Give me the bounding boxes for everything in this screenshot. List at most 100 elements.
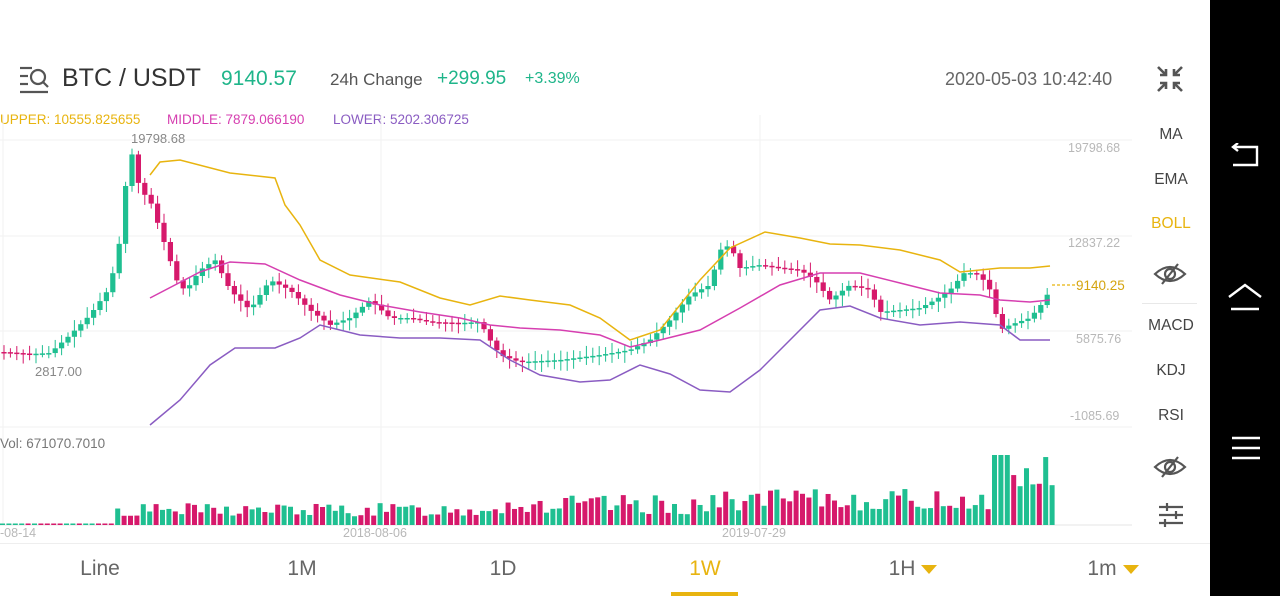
- candle-body: [814, 276, 820, 283]
- pair-title[interactable]: BTC / USDT: [62, 64, 201, 92]
- volume-bar: [115, 508, 121, 525]
- home-icon[interactable]: [1227, 283, 1263, 311]
- candle-body: [507, 356, 513, 359]
- candle-body: [263, 285, 269, 295]
- volume-bar: [896, 495, 901, 525]
- low-price-label: 2817.00: [35, 364, 82, 379]
- volume-bar: [544, 512, 549, 525]
- volume-bar: [537, 500, 543, 525]
- volume-bar: [755, 493, 761, 525]
- volume-bar: [595, 497, 601, 525]
- candle-body: [884, 311, 890, 313]
- candle-body: [993, 289, 999, 314]
- collapse-fullscreen-icon[interactable]: [1155, 64, 1185, 94]
- candle-body: [679, 304, 685, 313]
- candle-body: [558, 359, 564, 362]
- volume-bar: [262, 512, 268, 525]
- candle-body: [545, 360, 551, 363]
- candle-body: [295, 292, 301, 299]
- timeframe-1m-minute-dropdown[interactable]: 1m: [1068, 557, 1158, 581]
- volume-bar: [1043, 457, 1049, 525]
- symbol-list-icon[interactable]: [18, 64, 50, 94]
- volume-bar: [460, 515, 466, 525]
- volume-bar: [428, 514, 434, 525]
- candle-body: [404, 318, 410, 320]
- candle-body: [999, 314, 1005, 329]
- volume-bar: [6, 523, 12, 525]
- volume-bar: [614, 505, 620, 525]
- volume-bar: [249, 509, 255, 525]
- candle-body: [366, 301, 372, 307]
- toggle-sub-indicator-eye-icon[interactable]: [1153, 455, 1187, 479]
- candle-body: [20, 353, 26, 355]
- candle-body: [59, 342, 65, 349]
- timeframe-1h-dropdown[interactable]: 1H: [868, 557, 958, 581]
- volume-bar: [684, 514, 690, 525]
- candle-body: [481, 322, 487, 330]
- indicator-ma[interactable]: MA: [1159, 126, 1183, 143]
- dropdown-caret-icon: [1122, 564, 1139, 574]
- timeframe-1d[interactable]: 1D: [489, 557, 517, 580]
- volume-bar: [947, 505, 953, 525]
- timeframe-1w[interactable]: 1W: [689, 557, 721, 580]
- indicator-macd[interactable]: MACD: [1148, 317, 1194, 334]
- menu-icon[interactable]: [1231, 436, 1261, 460]
- candlestick-chart[interactable]: [0, 105, 1140, 545]
- volume-bar: [729, 499, 735, 525]
- volume-bar: [64, 523, 69, 525]
- candle-body: [750, 266, 756, 268]
- candle-body: [78, 324, 84, 331]
- candle-body: [71, 330, 77, 337]
- candle-body: [961, 273, 967, 281]
- candle-body: [718, 249, 724, 270]
- candle-body: [903, 309, 909, 311]
- volume-bar: [851, 494, 857, 525]
- volume-bar: [1049, 485, 1055, 525]
- candle-body: [871, 289, 877, 300]
- y-axis-label: -1085.69: [1070, 409, 1120, 423]
- candle-body: [302, 298, 308, 305]
- candle-body: [353, 312, 359, 319]
- candle-body: [308, 304, 314, 311]
- volume-bar: [364, 507, 370, 525]
- candle-body: [571, 358, 577, 360]
- volume-bar: [57, 523, 63, 525]
- candle-body: [743, 267, 749, 269]
- candle-body: [615, 351, 621, 354]
- indicator-kdj[interactable]: KDJ: [1156, 362, 1186, 379]
- volume-bar: [409, 505, 415, 525]
- indicator-boll[interactable]: BOLL: [1151, 215, 1191, 232]
- toggle-main-indicator-eye-icon[interactable]: [1153, 262, 1187, 286]
- volume-bar: [998, 455, 1004, 525]
- volume-bar: [288, 506, 293, 525]
- volume-bar: [147, 511, 153, 525]
- candle-body: [878, 299, 884, 312]
- candle-body: [372, 301, 378, 305]
- candle-body: [7, 352, 13, 354]
- timeframe-line[interactable]: Line: [80, 557, 120, 580]
- back-icon[interactable]: [1229, 142, 1261, 169]
- volume-bar: [582, 501, 588, 525]
- volume-bar: [723, 491, 729, 525]
- candle-body: [737, 253, 743, 268]
- candle-body: [1006, 325, 1012, 329]
- candle-body: [942, 293, 948, 298]
- volume-bar: [1024, 468, 1029, 525]
- timeframe-1m-month[interactable]: 1M: [287, 557, 317, 580]
- indicator-ema[interactable]: EMA: [1154, 171, 1188, 188]
- volume-bar: [556, 508, 562, 525]
- indicator-rsi[interactable]: RSI: [1158, 407, 1184, 424]
- candle-body: [52, 348, 58, 354]
- candle-body: [436, 322, 442, 324]
- change-value: +299.95: [437, 68, 507, 89]
- candle-body: [238, 294, 244, 301]
- change-percent: +3.39%: [525, 70, 580, 87]
- volume-bar: [691, 499, 697, 525]
- candle-body: [283, 284, 289, 288]
- volume-bar: [390, 504, 396, 525]
- timeframe-1m-label: 1m: [1087, 557, 1117, 580]
- settings-sliders-icon[interactable]: [1158, 503, 1184, 527]
- candle-body: [103, 292, 109, 302]
- volume-bar: [371, 515, 377, 525]
- volume-bar: [454, 509, 460, 525]
